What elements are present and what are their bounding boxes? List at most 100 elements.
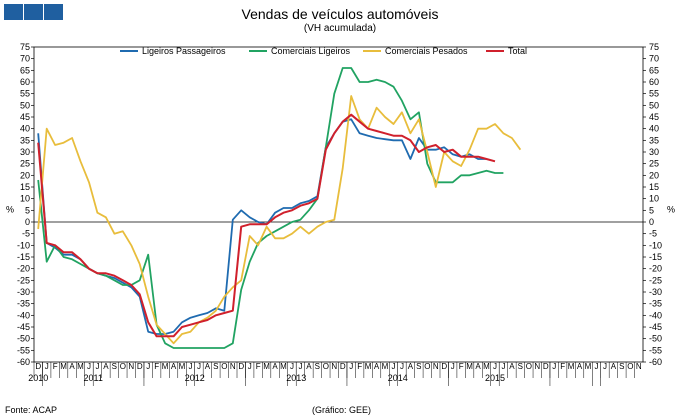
x-month-label: M (466, 362, 473, 371)
y-tick-label-right: -45 (649, 322, 662, 332)
x-year-label: 2012 (185, 373, 205, 383)
x-month-label: S (213, 362, 218, 371)
y-tick-label-right: 50 (649, 100, 659, 110)
x-year-label: 2015 (485, 373, 505, 383)
y-tick-label-right: -30 (649, 287, 662, 297)
legend-label-comerciais_pesados: Comerciais Pesados (385, 46, 468, 56)
y-tick-label-right: -10 (649, 240, 662, 250)
x-month-label: O (627, 362, 633, 371)
x-month-label: N (331, 362, 337, 371)
y-tick-label-left: -30 (17, 287, 30, 297)
brand-logo-icon (44, 4, 63, 20)
x-month-label: D (441, 362, 447, 371)
plot-frame (33, 46, 644, 363)
x-year-label: 2014 (388, 373, 408, 383)
x-year-label: 2013 (286, 373, 306, 383)
x-month-label: A (69, 362, 75, 371)
x-month-label: J (188, 362, 192, 371)
x-month-label: F (459, 362, 464, 371)
source-note: Fonte: ACAP (5, 405, 58, 415)
x-month-label: M (179, 362, 186, 371)
series-line-ligeiros_passageiros (37, 118, 487, 335)
x-month-label: J (451, 362, 455, 371)
x-month-label: N (636, 362, 642, 371)
y-tick-label-right: -15 (649, 252, 662, 262)
y-tick-label-left: 75 (20, 42, 30, 52)
x-month-label: J (400, 362, 404, 371)
y-tick-label-right: 60 (649, 77, 659, 87)
y-tick-label-left: -55 (17, 345, 30, 355)
x-month-label: M (365, 362, 372, 371)
y-tick-label-right: 70 (649, 54, 659, 64)
x-month-label: J (87, 362, 91, 371)
y-tick-label-right: 20 (649, 170, 659, 180)
x-month-label: O (424, 362, 430, 371)
x-month-label: F (256, 362, 261, 371)
series-line-comerciais_pesados (37, 95, 522, 345)
x-month-label: M (382, 362, 389, 371)
y-tick-label-left: 0 (25, 217, 30, 227)
x-month-label: S (315, 362, 320, 371)
brand-logo-icon (24, 4, 43, 20)
x-month-label: J (248, 362, 252, 371)
x-month-label: A (509, 362, 515, 371)
y-tick-label-right: -35 (649, 299, 662, 309)
x-month-label: J (391, 362, 395, 371)
x-month-label: F (154, 362, 159, 371)
y-tick-label-right: 0 (649, 217, 654, 227)
y-tick-label-right: 5 (649, 205, 654, 215)
y-tick-label-right: 40 (649, 124, 659, 134)
y-tick-label-left: -25 (17, 275, 30, 285)
x-month-label: O (221, 362, 227, 371)
x-year-label: 2010 (28, 373, 48, 383)
y-tick-label-left: 15 (20, 182, 30, 192)
x-month-label: A (171, 362, 177, 371)
y-tick-label-left: -15 (17, 252, 30, 262)
y-tick-label-left: 30 (20, 147, 30, 157)
y-tick-label-left: 65 (20, 65, 30, 75)
x-month-label: S (518, 362, 523, 371)
y-tick-label-right: 65 (649, 65, 659, 75)
x-month-label: J (493, 362, 497, 371)
x-month-label: A (577, 362, 583, 371)
brand-logo-icon (4, 4, 23, 20)
series-line-total (37, 113, 496, 338)
x-month-label: J (197, 362, 201, 371)
y-tick-label-left: -50 (17, 334, 30, 344)
x-month-label: N (128, 362, 134, 371)
x-month-label: O (120, 362, 126, 371)
y-tick-label-left: 60 (20, 77, 30, 87)
x-month-label: A (475, 362, 481, 371)
x-month-label: A (374, 362, 380, 371)
x-month-label: A (205, 362, 211, 371)
x-month-label: M (263, 362, 270, 371)
x-month-label: S (416, 362, 421, 371)
x-month-label: O (323, 362, 329, 371)
x-month-label: A (611, 362, 617, 371)
y-tick-label-right: -25 (649, 275, 662, 285)
x-month-label: M (77, 362, 84, 371)
y-tick-label-left: -10 (17, 240, 30, 250)
y-tick-label-right: 45 (649, 112, 659, 122)
x-month-label: J (298, 362, 302, 371)
x-month-label: S (112, 362, 117, 371)
y-tick-label-left: -35 (17, 299, 30, 309)
x-month-label: J (501, 362, 505, 371)
y-tick-label-left: 50 (20, 100, 30, 110)
x-month-label: D (340, 362, 346, 371)
y-tick-label-left: -60 (17, 357, 30, 367)
x-month-label: J (603, 362, 607, 371)
y-tick-label-left: 25 (20, 159, 30, 169)
y-tick-label-left: 45 (20, 112, 30, 122)
series-line-comerciais_ligeiros (37, 67, 504, 349)
x-month-label: F (560, 362, 565, 371)
y-tick-label-left: 5 (25, 205, 30, 215)
x-month-label: M (568, 362, 575, 371)
x-month-label: D (543, 362, 549, 371)
x-month-label: M (483, 362, 490, 371)
x-month-label: J (146, 362, 150, 371)
x-month-label: N (230, 362, 236, 371)
y-tick-label-left: 55 (20, 89, 30, 99)
x-month-label: J (45, 362, 49, 371)
